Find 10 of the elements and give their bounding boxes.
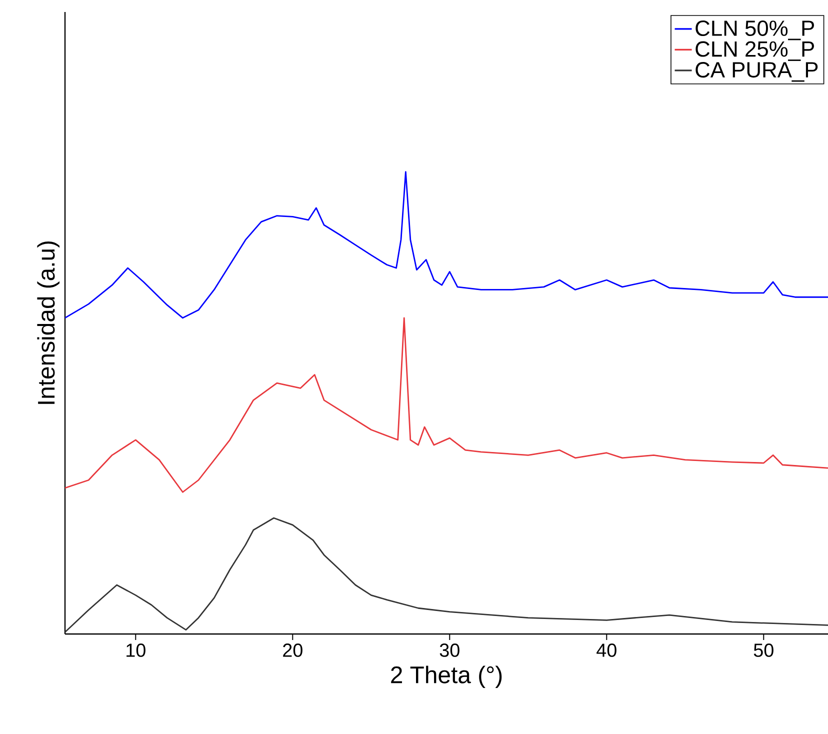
x-tick-label: 30 [440,644,460,657]
x-tick-label: 10 [126,644,146,657]
x-tick-label: 50 [754,644,774,657]
legend-label: CLN 25%_P [696,41,814,61]
y-axis-title: Intensidad (a.u) [37,241,60,404]
x-tick-label: 40 [596,644,616,657]
x-axis-title: 2 Theta (°) [391,666,502,688]
legend-label: CLN 50%_P [696,20,814,40]
x-tick-label: 20 [283,644,302,657]
legend-label: CA PURA_P [696,62,818,82]
